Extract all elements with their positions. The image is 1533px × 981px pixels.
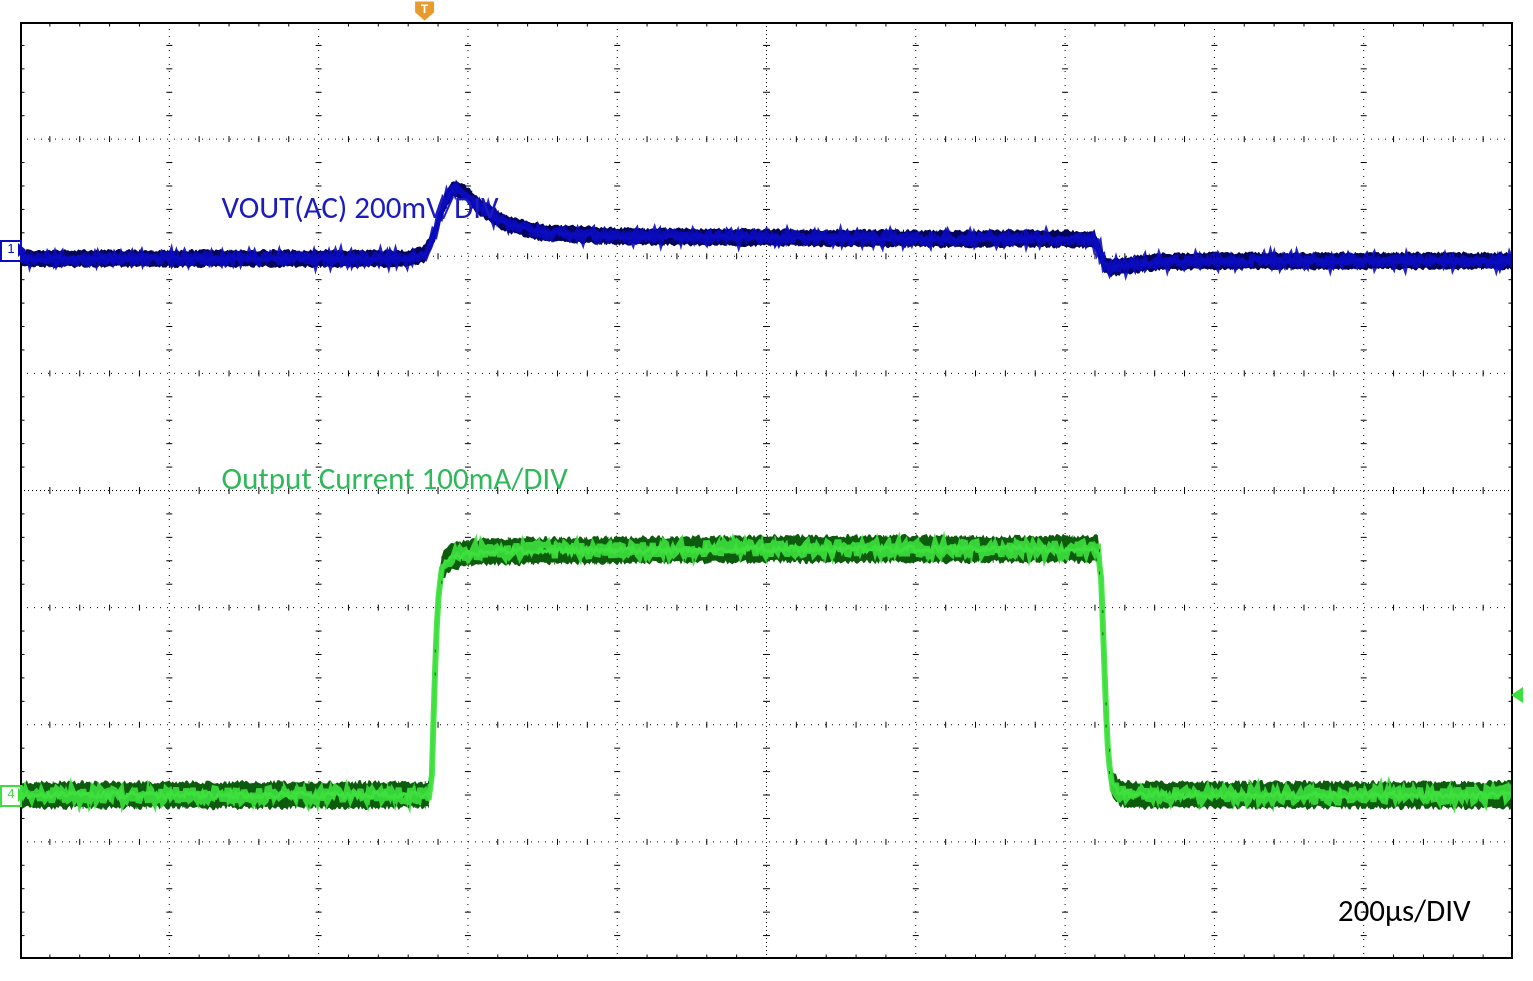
channel-1-marker: 1: [0, 240, 22, 262]
channel-4-right-indicator: [1511, 687, 1523, 703]
oscilloscope-screenshot: T 1 4 VOUT(AC) 200mV/DIV Output Current …: [20, 22, 1513, 959]
channel-4-marker: 4: [0, 785, 22, 807]
trigger-position-marker: T: [20, 4, 1513, 22]
channel-1-label: VOUT(AC) 200mV/DIV: [222, 189, 499, 227]
timebase-label: 200µs/DIV: [1338, 892, 1471, 930]
channel-4-label: Output Current 100mA/DIV: [222, 460, 568, 498]
svg-text:T: T: [421, 2, 429, 16]
